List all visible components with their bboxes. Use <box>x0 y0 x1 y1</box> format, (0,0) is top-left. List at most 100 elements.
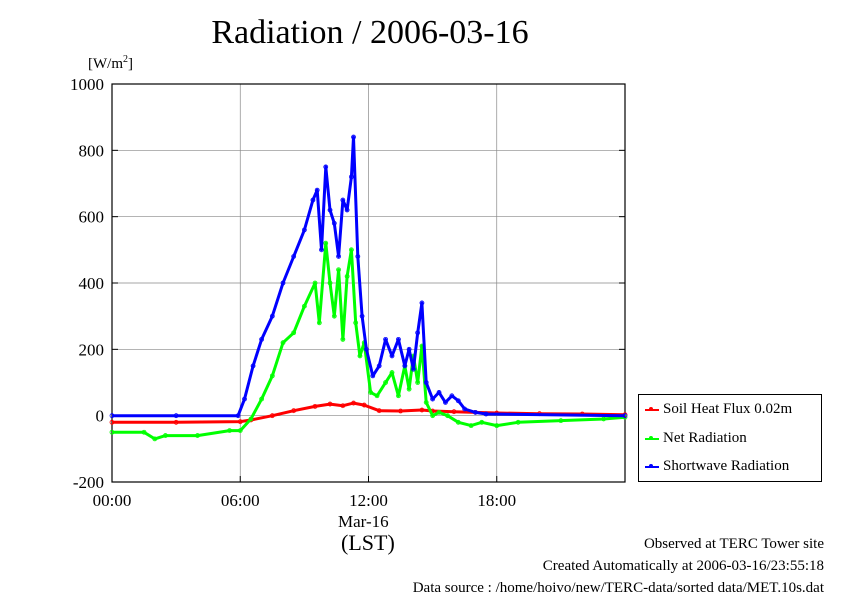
data-point-net-radiation <box>280 340 286 346</box>
data-point-net-radiation <box>430 413 436 419</box>
data-point-shortwave-radiation <box>396 336 401 342</box>
data-point-net-radiation <box>340 336 346 342</box>
data-point-shortwave-radiation <box>319 247 324 253</box>
data-point-shortwave-radiation <box>383 336 389 342</box>
data-point-shortwave-radiation <box>415 330 421 336</box>
data-point-shortwave-radiation <box>336 254 341 259</box>
data-point-net-radiation <box>344 273 350 279</box>
data-point-shortwave-radiation <box>250 363 256 369</box>
legend-label: Shortwave Radiation <box>663 458 790 474</box>
data-point-net-radiation <box>259 396 265 402</box>
data-point-shortwave-radiation <box>389 353 395 359</box>
data-point-net-radiation <box>445 413 450 419</box>
series-line-shortwave-radiation <box>112 135 626 418</box>
data-point-net-radiation <box>291 330 297 336</box>
data-point-shortwave-radiation <box>269 313 275 319</box>
data-point-soil-heat-flux-0-02m <box>173 419 179 425</box>
data-point-shortwave-radiation <box>355 254 361 259</box>
legend-item-soil-heat-flux: Soil Heat Flux 0.02m <box>645 401 792 418</box>
footer-created: Created Automatically at 2006-03-16/23:5… <box>542 558 824 574</box>
data-point-soil-heat-flux-0-02m <box>451 409 457 415</box>
data-point-shortwave-radiation <box>406 346 412 352</box>
data-point-net-radiation <box>327 280 333 286</box>
data-point-net-radiation <box>455 419 461 425</box>
data-point-shortwave-radiation <box>351 134 356 140</box>
unit-close: ] <box>128 56 133 72</box>
legend-swatch-red <box>645 406 659 411</box>
data-point-soil-heat-flux-0-02m <box>269 413 275 419</box>
data-point-net-radiation <box>558 418 564 424</box>
x-tick-label: 06:00 <box>221 491 260 510</box>
data-point-net-radiation <box>353 320 359 326</box>
x-tick-label: 00:00 <box>93 491 132 510</box>
data-point-net-radiation <box>195 433 200 438</box>
data-point-shortwave-radiation <box>443 399 448 405</box>
data-point-net-radiation <box>468 423 474 429</box>
footer-observed: Observed at TERC Tower site <box>643 536 824 552</box>
data-point-shortwave-radiation <box>109 413 115 419</box>
data-point-net-radiation <box>348 247 354 253</box>
y-tick-label: 0 <box>96 407 105 426</box>
x-axis-timezone-label: (LST) <box>341 530 395 555</box>
data-point-shortwave-radiation <box>301 227 307 233</box>
data-point-net-radiation <box>316 320 322 326</box>
x-axis-date-label: Mar-16 <box>338 512 389 531</box>
data-point-shortwave-radiation <box>310 197 316 203</box>
data-point-shortwave-radiation <box>259 336 265 342</box>
data-point-shortwave-radiation <box>173 413 179 419</box>
data-point-shortwave-radiation <box>436 390 442 395</box>
data-point-shortwave-radiation <box>242 396 247 402</box>
data-point-net-radiation <box>312 280 318 286</box>
data-point-soil-heat-flux-0-02m <box>376 408 382 414</box>
data-point-shortwave-radiation <box>462 406 468 412</box>
series-line-net-radiation <box>112 241 626 441</box>
data-point-shortwave-radiation <box>419 300 425 306</box>
data-point-soil-heat-flux-0-02m <box>109 419 115 425</box>
data-point-soil-heat-flux-0-02m <box>340 403 346 409</box>
data-point-net-radiation <box>601 416 607 422</box>
data-point-net-radiation <box>227 428 232 433</box>
plot-frame <box>111 83 626 483</box>
data-point-net-radiation <box>368 390 374 395</box>
x-tick-label: 12:00 <box>349 491 388 510</box>
data-point-net-radiation <box>423 399 429 405</box>
y-tick-label: 400 <box>79 274 105 293</box>
y-tick-label: 800 <box>79 141 105 160</box>
data-point-soil-heat-flux-0-02m <box>327 401 333 407</box>
data-point-net-radiation <box>248 416 254 422</box>
data-point-shortwave-radiation <box>280 280 286 286</box>
y-tick-label: 600 <box>79 208 105 227</box>
y-tick-label: 200 <box>79 340 105 359</box>
data-point-soil-heat-flux-0-02m <box>237 419 243 425</box>
data-point-net-radiation <box>383 380 389 385</box>
data-point-net-radiation <box>515 419 521 425</box>
data-point-net-radiation <box>406 386 412 392</box>
footer-source: Data source : /home/hoivo/new/TERC-data/… <box>412 580 824 596</box>
data-point-net-radiation <box>323 240 329 246</box>
legend-swatch-blue <box>645 463 659 468</box>
data-point-soil-heat-flux-0-02m <box>351 400 356 406</box>
data-point-soil-heat-flux-0-02m <box>312 403 318 409</box>
data-point-shortwave-radiation <box>327 207 333 213</box>
data-point-soil-heat-flux-0-02m <box>419 407 425 413</box>
data-point-shortwave-radiation <box>455 398 461 404</box>
unit-base: [W/m <box>88 56 123 72</box>
data-point-shortwave-radiation <box>348 174 354 180</box>
data-point-shortwave-radiation <box>359 313 365 319</box>
data-point-shortwave-radiation <box>363 346 369 352</box>
data-point-shortwave-radiation <box>402 363 408 369</box>
data-point-net-radiation <box>269 373 275 379</box>
data-point-soil-heat-flux-0-02m <box>361 402 367 408</box>
data-point-shortwave-radiation <box>235 413 241 419</box>
data-point-shortwave-radiation <box>340 197 346 203</box>
data-point-net-radiation <box>396 393 401 399</box>
legend-item-net-radiation: Net Radiation <box>645 430 747 447</box>
data-point-shortwave-radiation <box>430 396 436 402</box>
data-point-net-radiation <box>389 370 395 375</box>
data-point-shortwave-radiation <box>344 207 350 213</box>
legend-item-shortwave-radiation: Shortwave Radiation <box>645 458 789 475</box>
data-point-shortwave-radiation <box>370 373 376 379</box>
data-point-shortwave-radiation <box>376 363 382 369</box>
data-point-soil-heat-flux-0-02m <box>398 408 403 414</box>
